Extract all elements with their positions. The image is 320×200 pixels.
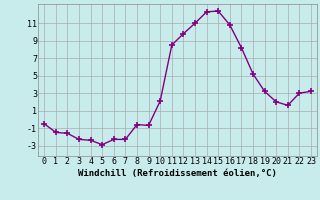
X-axis label: Windchill (Refroidissement éolien,°C): Windchill (Refroidissement éolien,°C): [78, 169, 277, 178]
